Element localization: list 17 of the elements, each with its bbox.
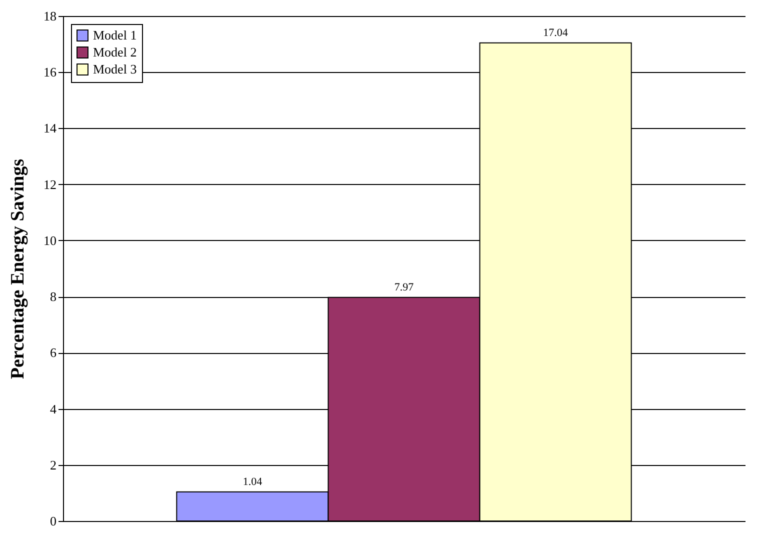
legend-label: Model 2	[93, 44, 137, 60]
legend-label: Model 1	[93, 28, 137, 42]
y-tick-label: 8	[50, 289, 56, 304]
y-tick-label: 4	[50, 401, 57, 416]
y-tick-label: 6	[50, 345, 57, 360]
legend-label: Model 3	[93, 62, 137, 76]
y-tick-label: 18	[44, 8, 56, 24]
data-label: 1.04	[242, 476, 263, 488]
data-label: 17.04	[543, 26, 568, 39]
y-tick-label: 0	[50, 514, 56, 528]
data-label: 7.97	[394, 281, 414, 294]
y-tick-label: 14	[44, 120, 57, 136]
y-axis-title: Percentage Energy Savings	[8, 158, 28, 380]
y-tick-label: 2	[50, 457, 56, 472]
y-tick-label: 10	[44, 232, 56, 248]
y-tick-label: 12	[44, 176, 56, 192]
y-tick-label: 16	[44, 64, 57, 80]
